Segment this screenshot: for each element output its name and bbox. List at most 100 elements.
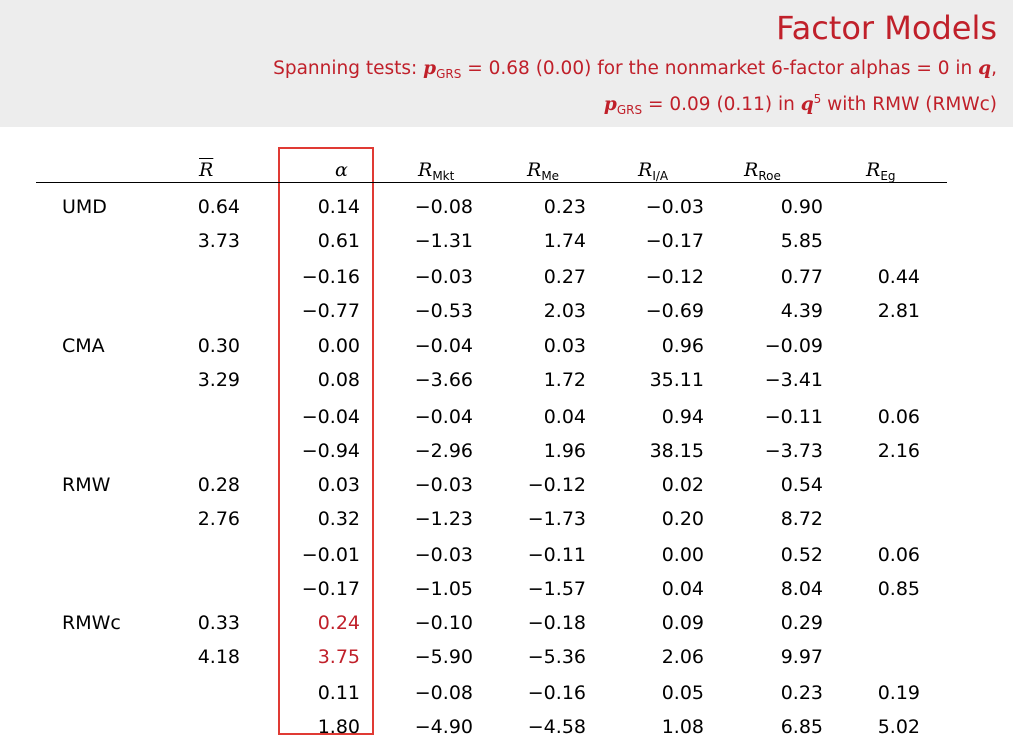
cell-rbar: 0.28 <box>197 474 240 496</box>
cell-ria: −0.12 <box>645 266 704 288</box>
cell-rme: 1.72 <box>543 369 586 391</box>
cell-rme: −0.16 <box>527 682 586 704</box>
cell-rroe: −3.73 <box>764 440 823 462</box>
cell-alpha: 0.03 <box>317 474 360 496</box>
subtitle-line2-sup: 5 <box>813 92 822 106</box>
row-label-rmwc: RMWc <box>62 612 121 634</box>
cell-ria: 0.20 <box>661 508 704 530</box>
cell-alpha: 0.11 <box>317 682 360 704</box>
cell-reg: 0.85 <box>877 578 920 600</box>
cell-rroe: 6.85 <box>780 716 823 738</box>
header-reg-main: R <box>866 159 881 181</box>
cell-rmkt: −0.03 <box>414 474 473 496</box>
cell-rroe: −0.11 <box>764 406 823 428</box>
cell-ria: 0.05 <box>661 682 704 704</box>
header-rbar-label: R <box>199 159 214 181</box>
cell-rmkt: −0.08 <box>414 196 473 218</box>
cell-rme: −4.58 <box>527 716 586 738</box>
cell-alpha: 0.14 <box>317 196 360 218</box>
cell-rme: −0.11 <box>527 544 586 566</box>
cell-ria: −0.69 <box>645 300 704 322</box>
cell-rmkt: −3.66 <box>414 369 473 391</box>
cell-rroe: 0.90 <box>780 196 823 218</box>
cell-ria: 0.02 <box>661 474 704 496</box>
header-rmkt-sub: Mkt <box>432 169 455 183</box>
cell-ria: 0.00 <box>661 544 704 566</box>
cell-rbar: 0.64 <box>197 196 240 218</box>
subtitle-line2-end: with RMW (RMWc) <box>821 94 997 116</box>
cell-ria: −0.03 <box>645 196 704 218</box>
cell-alpha: −0.01 <box>301 544 360 566</box>
subtitle-line2-sub: GRS <box>616 103 643 118</box>
cell-ria: 0.96 <box>661 335 704 357</box>
cell-reg: 2.81 <box>877 300 920 322</box>
cell-alpha: −0.04 <box>301 406 360 428</box>
cell-rroe: 8.72 <box>780 508 823 530</box>
cell-alpha: 0.61 <box>317 230 360 252</box>
cell-rbar: 2.76 <box>197 508 240 530</box>
cell-rmkt: −0.53 <box>414 300 473 322</box>
slide-header: Factor Models Spanning tests: pGRS = 0.6… <box>0 0 1013 127</box>
cell-reg: 0.44 <box>877 266 920 288</box>
subtitle-line1-pre: Spanning tests: <box>273 58 424 79</box>
cell-ria: −0.17 <box>645 230 704 252</box>
alpha-highlight-box <box>278 147 374 735</box>
cell-reg: 0.06 <box>877 544 920 566</box>
cell-alpha: 0.32 <box>317 508 360 530</box>
header-rmkt-main: R <box>418 159 433 181</box>
cell-rroe: 0.23 <box>780 682 823 704</box>
subtitle-line1-end: , <box>991 58 997 79</box>
cell-rmkt: −0.08 <box>414 682 473 704</box>
cell-rme: 0.27 <box>543 266 586 288</box>
header-ria-sub: I/A <box>652 169 669 183</box>
cell-ria: 35.11 <box>649 369 704 391</box>
cell-rmkt: −5.90 <box>414 646 473 668</box>
header-reg: REg <box>866 158 896 188</box>
cell-rroe: 0.77 <box>780 266 823 288</box>
cell-rroe: 4.39 <box>780 300 823 322</box>
header-alpha-label: α <box>335 159 348 181</box>
cell-rme: 1.96 <box>543 440 586 462</box>
cell-rmkt: −0.03 <box>414 544 473 566</box>
cell-ria: 0.04 <box>661 578 704 600</box>
cell-ria: 2.06 <box>661 646 704 668</box>
cell-rmkt: −0.04 <box>414 335 473 357</box>
subtitle-line1-sub: GRS <box>436 67 462 81</box>
row-label-rmw: RMW <box>62 474 111 496</box>
slide-subtitle-line1: Spanning tests: pGRS = 0.68 (0.00) for t… <box>273 56 997 87</box>
cell-rmkt: −0.10 <box>414 612 473 634</box>
cell-rmkt: −0.03 <box>414 266 473 288</box>
cell-alpha: −0.94 <box>301 440 360 462</box>
cell-rme: −0.12 <box>527 474 586 496</box>
cell-rroe: 0.29 <box>780 612 823 634</box>
subtitle-line2-p: p <box>603 94 617 116</box>
cell-rbar: 3.29 <box>197 369 240 391</box>
cell-alpha: 0.00 <box>317 335 360 357</box>
cell-rme: −0.18 <box>527 612 586 634</box>
cell-rmkt: −2.96 <box>414 440 473 462</box>
slide-subtitle-line2: pGRS = 0.09 (0.11) in q5 with RMW (RMWc) <box>604 86 997 123</box>
cell-rme: 0.04 <box>543 406 586 428</box>
header-ria: RI/A <box>638 158 668 188</box>
cell-rroe: 0.54 <box>780 474 823 496</box>
cell-rme: 0.03 <box>543 335 586 357</box>
cell-rmkt: −1.31 <box>414 230 473 252</box>
cell-alpha: 3.75 <box>317 646 360 668</box>
cell-rbar: 3.73 <box>197 230 240 252</box>
row-label-umd: UMD <box>62 196 107 218</box>
subtitle-line2-q: q <box>800 94 814 116</box>
slide-title: Factor Models <box>776 9 997 47</box>
header-rule <box>36 182 947 183</box>
cell-rmkt: −1.05 <box>414 578 473 600</box>
cell-rmkt: −1.23 <box>414 508 473 530</box>
header-rbar: R <box>199 158 213 182</box>
cell-rbar: 0.33 <box>197 612 240 634</box>
subtitle-line1-q: q <box>978 58 992 79</box>
cell-reg: 5.02 <box>877 716 920 738</box>
header-rme-sub: Me <box>541 169 560 183</box>
row-label-cma: CMA <box>62 335 105 357</box>
cell-ria: 0.94 <box>661 406 704 428</box>
header-rme: RMe <box>527 158 559 188</box>
cell-rroe: 0.52 <box>780 544 823 566</box>
